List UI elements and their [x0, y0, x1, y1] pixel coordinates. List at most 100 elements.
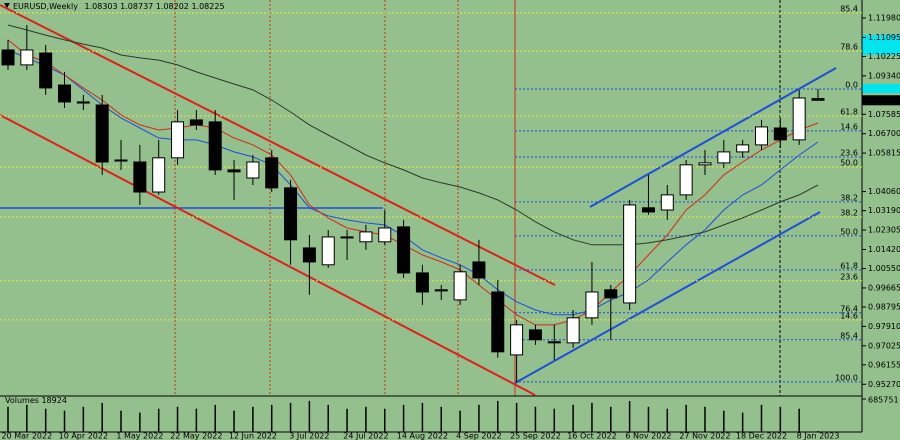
candle-body [340, 236, 354, 239]
candle-body [717, 151, 731, 164]
fib-label: 23.6 [840, 148, 858, 157]
moving-average [7, 39, 819, 326]
candle-body [397, 226, 411, 274]
y-tick-label: 0.95270 [868, 380, 900, 389]
symbol: EURUSD,Weekly [13, 2, 78, 11]
fib-label: 61.8 [840, 107, 858, 116]
candle-body [265, 157, 279, 189]
menu-icon[interactable] [4, 3, 10, 8]
current-price: 1.08225 [866, 96, 899, 105]
candle-body [246, 161, 260, 179]
candle-body [227, 169, 241, 173]
price-highlight [862, 35, 900, 47]
candle-body [76, 101, 90, 104]
y-tick-label: 1.11095 [868, 33, 900, 42]
last-close: 1.08225 [191, 2, 224, 11]
fib-label: 78.6 [840, 43, 858, 52]
last-high: 1.08737 [120, 2, 153, 11]
y-tick-label: 0.97025 [868, 341, 900, 350]
y-tick-label: 1.03190 [868, 206, 900, 215]
candle-body [20, 49, 34, 66]
candle-body [321, 236, 335, 266]
candle-body [566, 317, 580, 344]
candle-body [95, 104, 109, 163]
y-tick-label: 1.06700 [868, 129, 900, 138]
fib-label: 85.4 [840, 4, 858, 13]
fib-label: 50.0 [840, 227, 858, 236]
y-tick-label: 1.09340 [868, 71, 900, 80]
candle-body [491, 291, 505, 353]
x-tick-label: 12 Jun 2022 [229, 432, 277, 440]
candle-body [284, 187, 298, 241]
volume-last: 18924 [41, 396, 66, 405]
candle-body [302, 247, 316, 263]
volume-name: Volumes [5, 396, 39, 405]
x-tick-label: 20 Mar 2022 [1, 432, 52, 440]
x-tick-label: 27 Nov 2022 [679, 432, 730, 440]
candle-body [811, 98, 825, 101]
candle-body [585, 291, 599, 319]
candle-body [58, 84, 72, 103]
fib-label: 23.6 [840, 272, 858, 281]
x-tick-label: 8 Jan 2023 [797, 432, 840, 440]
last-open: 1.08303 [85, 2, 118, 11]
candle-body [133, 161, 147, 193]
x-tick-label: 4 Sep 2022 [456, 432, 502, 440]
candle-body [754, 126, 768, 146]
y-tick-label: 1.11980 [868, 13, 900, 22]
current-price-tag [862, 95, 900, 106]
last-low: 1.08202 [156, 2, 189, 11]
candle-body [472, 261, 486, 279]
moving-average [7, 49, 819, 316]
candle-body [679, 164, 693, 196]
candle-body [773, 127, 787, 141]
y-tick-label: 1.07585 [868, 110, 900, 119]
x-tick-label: 6 Nov 2022 [625, 432, 671, 440]
candle-body [698, 162, 712, 166]
moving-average [7, 24, 819, 246]
y-tick-label: 1.02305 [868, 226, 900, 235]
channel-line [589, 67, 837, 208]
x-tick-label: 1 May 2022 [116, 432, 163, 440]
y-tick-label: 0.96155 [868, 360, 900, 369]
candle-body [510, 324, 524, 356]
x-tick-label: 16 Oct 2022 [567, 432, 616, 440]
chart-header: EURUSD,Weekly 1.08303 1.08737 1.08202 1.… [13, 2, 225, 11]
x-tick-label: 3 Jul 2022 [289, 432, 329, 440]
candle-body [208, 121, 222, 171]
candle-body [604, 289, 618, 299]
candle-body [39, 52, 53, 89]
y-tick-label: 1.10225 [868, 52, 900, 61]
x-tick-label: 18 Dec 2022 [736, 432, 787, 440]
y-tick-label: 0.99665 [868, 283, 900, 292]
candle-body [378, 227, 392, 243]
candle-body [152, 157, 166, 193]
candle-body [528, 329, 542, 341]
y-tick-label: 1.05815 [868, 149, 900, 158]
candle-body [641, 207, 655, 213]
x-tick-label: 22 May 2022 [170, 432, 222, 440]
x-tick-label: 25 Sep 2022 [510, 432, 561, 440]
x-tick-label: 10 Apr 2022 [59, 432, 108, 440]
price-highlight [862, 47, 900, 55]
candle-body [736, 144, 750, 153]
volume-tick-label: 685751 [868, 396, 899, 405]
candle-body [171, 121, 185, 159]
candle-body [1, 49, 15, 66]
candle-body [792, 97, 806, 141]
y-tick-label: 0.98795 [868, 302, 900, 311]
candle-body [623, 204, 637, 304]
fib-label: 14.6 [840, 122, 858, 131]
volume-header: Volumes 18924 [5, 396, 67, 405]
fib-label: 76.4 [840, 304, 858, 313]
candle-body [189, 119, 203, 126]
fib-label: 100.0 [835, 373, 858, 382]
candle-body [434, 289, 448, 292]
y-tick-label: 1.00550 [868, 264, 900, 273]
fib-label: 38.2 [840, 193, 858, 202]
candle-body [114, 159, 128, 162]
x-tick-label: 24 Jul 2022 [343, 432, 388, 440]
